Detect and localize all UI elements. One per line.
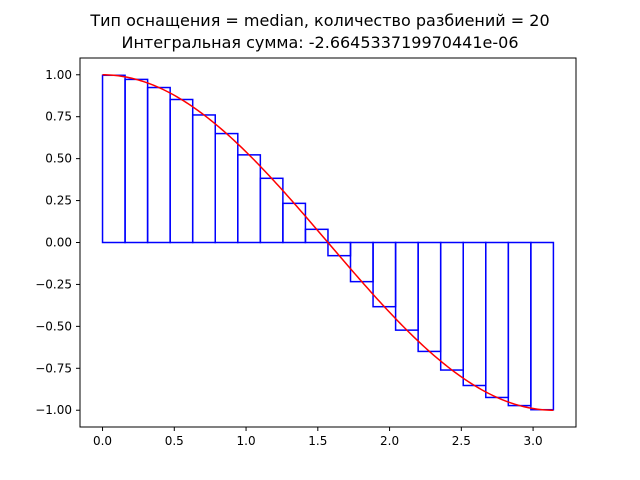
- y-tick-label: 0.50: [45, 152, 72, 166]
- bar-9: [282, 202, 307, 244]
- x-tick-label: 3.0: [524, 434, 543, 448]
- bar-11: [327, 241, 352, 257]
- chart-subtitle: Интегральная сумма: -2.664533719970441e-…: [121, 33, 519, 52]
- bar-1: [101, 74, 126, 244]
- curve-layer: [102, 74, 554, 411]
- y-tick-label: 0.00: [45, 236, 72, 250]
- y-tick-label: −0.25: [35, 277, 72, 291]
- axes-layer: 0.0 0.5 1.0 1.5 2.0 2.5 3.0 −1.00 −0.75 −0.50 −0.2…: [35, 57, 577, 448]
- x-tick-label: 1.0: [237, 434, 256, 448]
- x-tick-label: 2.0: [380, 434, 399, 448]
- chart-title: Тип оснащения = median, количество разби…: [90, 11, 550, 30]
- bar-5: [191, 114, 217, 244]
- x-tick-label: 0.0: [93, 434, 112, 448]
- bar-16: [439, 241, 464, 371]
- y-tick-label: 1.00: [45, 68, 72, 82]
- bar-19: [507, 241, 532, 407]
- y-tick-label: −1.00: [35, 403, 72, 417]
- x-tick-label: 1.5: [308, 434, 327, 448]
- bar-6: [214, 132, 239, 244]
- y-tick-label: 0.75: [45, 110, 72, 124]
- bar-18: [485, 241, 510, 399]
- bar-15: [417, 241, 442, 353]
- x-tick-label: 2.5: [452, 434, 471, 448]
- bar-14: [394, 241, 419, 331]
- bar-17: [462, 241, 487, 387]
- y-tick-label: −0.75: [35, 361, 72, 375]
- bar-10: [304, 228, 329, 244]
- bar-4: [169, 98, 194, 244]
- bar-3: [146, 86, 171, 244]
- bar-7: [237, 154, 262, 244]
- bar-12: [349, 241, 374, 283]
- bar-2: [124, 78, 149, 244]
- function-curve: [102, 74, 554, 411]
- y-tick-label: −0.50: [35, 319, 72, 333]
- x-tick-label: 0.5: [165, 434, 184, 448]
- bar-20: [530, 241, 555, 411]
- y-tick-label: 0.25: [45, 194, 72, 208]
